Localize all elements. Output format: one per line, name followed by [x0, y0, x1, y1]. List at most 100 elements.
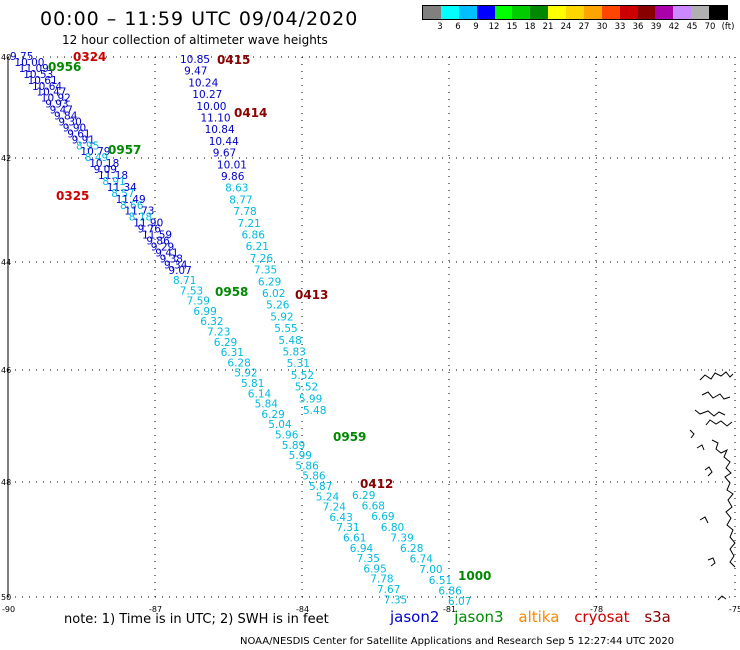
swh-value: 10.01 — [217, 159, 247, 171]
swh-value: 7.31 — [336, 522, 359, 534]
swh-value: 6.28 — [400, 543, 423, 555]
swh-value: 10.00 — [14, 57, 44, 69]
colorbar-swatch — [530, 6, 549, 19]
lat-label: 48 — [1, 478, 11, 487]
latitude-labels: 40 42 44 46 48 50 — [1, 53, 11, 602]
coastline — [689, 371, 736, 601]
lon-label: -78 — [590, 605, 603, 614]
colorbar-labels: 3 6 9 12 15 18 21 24 27 30 33 36 39 42 45 70 (ft) — [422, 22, 734, 34]
swh-value: 5.96 — [275, 430, 299, 442]
swh-value: 9.84 — [54, 111, 78, 123]
swh-value: 5.86 — [302, 471, 326, 483]
colorbar-swatch — [548, 6, 566, 19]
swh-value: 5.87 — [309, 481, 332, 493]
lon-label: -87 — [149, 605, 162, 614]
swh-value: 7.53 — [180, 285, 203, 297]
swh-value: 8.77 — [229, 194, 252, 206]
swh-value: 7.78 — [233, 206, 256, 218]
pass-label: 0414 — [234, 106, 267, 120]
map-title: 00:00 – 11:59 UTC 09/04/2020 — [40, 8, 359, 30]
pass-label: 0324 — [73, 50, 106, 64]
swh-value: 7.23 — [207, 327, 230, 339]
swh-value: 6.69 — [371, 511, 394, 523]
swh-value: 9.86 — [146, 235, 170, 247]
colorbar-swatch — [440, 6, 459, 19]
swh-value: 5.52 — [291, 370, 314, 382]
colorbar-swatch — [691, 6, 709, 19]
swh-value: 11.34 — [107, 182, 137, 194]
swh-value: 5.24 — [316, 491, 340, 503]
swh-value: 9.91 — [72, 134, 95, 146]
swh-value: 7.26 — [250, 253, 274, 265]
swh-value: 10.61 — [28, 75, 58, 87]
lon-label: -84 — [296, 605, 309, 614]
swh-value: 8.91 — [102, 176, 125, 188]
colorbar-label: 42 — [668, 22, 680, 32]
swh-value: 5.86 — [295, 460, 319, 472]
swh-value: 6.28 — [227, 357, 250, 369]
swh-value: 7.78 — [370, 574, 393, 586]
swh-value: 6.51 — [429, 575, 452, 587]
swh-value: 6.61 — [343, 533, 366, 545]
swh-value: 11.90 — [133, 218, 163, 230]
colorbar-label: 39 — [650, 22, 662, 32]
swh-value: 6.74 — [410, 554, 434, 566]
swh-value: 7.24 — [323, 502, 347, 514]
colorbar-label: 24 — [560, 22, 572, 32]
swh-value: 10.27 — [192, 89, 222, 101]
pass-label: 0325 — [56, 189, 89, 203]
pass-label: 0956 — [48, 60, 81, 74]
swh-value: 5.92 — [234, 368, 257, 380]
swh-value: 8.71 — [173, 275, 196, 287]
swh-value: 7.39 — [390, 532, 413, 544]
lat-label: 44 — [1, 258, 11, 267]
colorbar-label: (ft) — [721, 22, 735, 32]
colorbar-label: 21 — [542, 22, 554, 32]
swh-value: 9.09 — [94, 164, 117, 176]
swh-value: 6.29 — [261, 409, 284, 421]
swh-value: 8.63 — [225, 183, 248, 195]
wave-height-colorbar — [422, 5, 728, 20]
swh-value: 7.35 — [384, 594, 407, 606]
map-subtitle: 12 hour collection of altimeter wave hei… — [62, 33, 328, 47]
swh-value: 11.49 — [116, 194, 146, 206]
swh-value: 6.94 — [350, 543, 374, 555]
swh-value: 5.55 — [274, 323, 297, 335]
swh-value: 9.93 — [45, 99, 68, 111]
swh-value: 7.35 — [357, 553, 380, 565]
swh-value: 8.95 — [76, 140, 99, 152]
swh-value: 9.47 — [50, 105, 73, 117]
swh-value: 9.90 — [63, 122, 86, 134]
swh-value: 5.83 — [283, 347, 306, 359]
swh-value: 6.80 — [381, 522, 404, 534]
swh-value: 6.86 — [438, 585, 462, 597]
swh-value: 5.84 — [255, 399, 279, 411]
colorbar-label: 45 — [686, 22, 698, 32]
swh-value: 9.41 — [155, 247, 178, 259]
longitude-labels: -90 -87 -84 -81 -78 -75 — [2, 605, 740, 614]
swh-value: 5.48 — [303, 405, 326, 417]
swh-value: 10.79 — [80, 146, 110, 158]
sat-jason2: jason2 — [390, 608, 440, 626]
colorbar-swatch — [655, 6, 674, 19]
colorbar-swatch — [619, 6, 638, 19]
colorbar-swatch — [637, 6, 656, 19]
colorbar-label: 3 — [437, 22, 443, 32]
colorbar-label: 36 — [632, 22, 644, 32]
swh-value: 11.73 — [124, 206, 154, 218]
wave-height-tracks: 9.7510.0011.0910.5310.6110.6410.4710.929… — [10, 51, 471, 608]
swh-value: 6.68 — [362, 501, 385, 513]
swh-value: 10.24 — [188, 77, 218, 89]
swh-value: 6.07 — [448, 596, 471, 608]
swh-value: 9.30 — [58, 116, 81, 128]
swh-value: 7.67 — [377, 584, 400, 596]
lat-label: 40 — [1, 53, 11, 62]
swh-value: 6.99 — [193, 306, 216, 318]
colorbar-swatch — [423, 6, 441, 19]
pass-label: 0412 — [360, 477, 393, 491]
colorbar-label: 9 — [473, 22, 479, 32]
pass-label: 0957 — [108, 143, 141, 157]
swh-value: 11.09 — [19, 63, 49, 75]
colorbar-swatch — [494, 6, 513, 19]
